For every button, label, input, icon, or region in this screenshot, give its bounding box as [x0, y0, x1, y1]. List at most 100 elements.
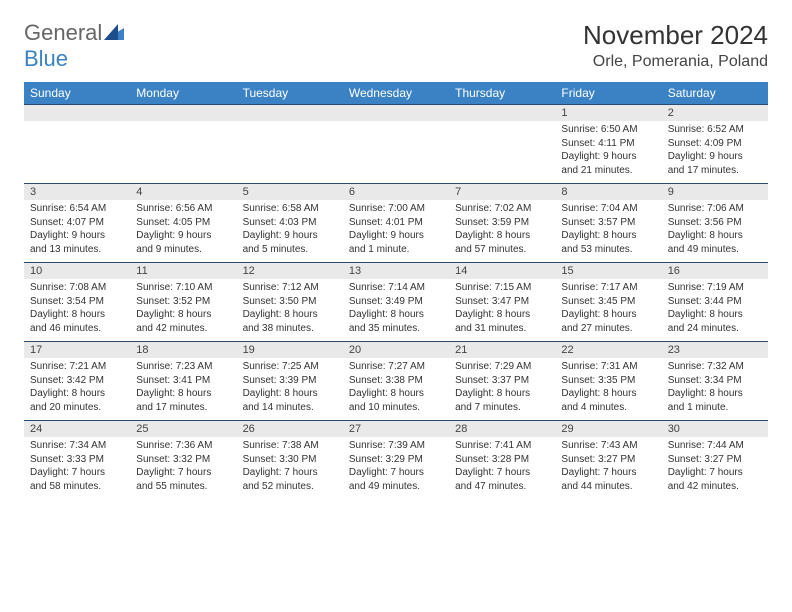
week-0-info: Sunrise: 6:50 AMSunset: 4:11 PMDaylight:… [24, 121, 768, 184]
daynum: 13 [343, 263, 449, 280]
day-cell [449, 121, 555, 184]
sunrise-text: Sunrise: 6:50 AM [561, 123, 655, 137]
sunrise-text: Sunrise: 7:15 AM [455, 281, 549, 295]
daylight-text: Daylight: 7 hours and 42 minutes. [668, 466, 762, 493]
daynum: 7 [449, 184, 555, 201]
day-cell: Sunrise: 7:29 AMSunset: 3:37 PMDaylight:… [449, 358, 555, 421]
day-cell: Sunrise: 7:39 AMSunset: 3:29 PMDaylight:… [343, 437, 449, 499]
daynum [130, 105, 236, 122]
daynum: 21 [449, 342, 555, 359]
day-cell: Sunrise: 7:00 AMSunset: 4:01 PMDaylight:… [343, 200, 449, 263]
day-cell: Sunrise: 6:52 AMSunset: 4:09 PMDaylight:… [662, 121, 768, 184]
month-title: November 2024 [583, 20, 768, 51]
day-cell [343, 121, 449, 184]
day-cell: Sunrise: 6:54 AMSunset: 4:07 PMDaylight:… [24, 200, 130, 263]
daylight-text: Daylight: 9 hours and 13 minutes. [30, 229, 124, 256]
daylight-text: Daylight: 9 hours and 17 minutes. [668, 150, 762, 177]
sunset-text: Sunset: 4:09 PM [668, 137, 762, 151]
daylight-text: Daylight: 8 hours and 10 minutes. [349, 387, 443, 414]
daynum: 19 [237, 342, 343, 359]
daynum: 14 [449, 263, 555, 280]
calendar-body: 12 Sunrise: 6:50 AMSunset: 4:11 PMDayligh… [24, 105, 768, 500]
sunset-text: Sunset: 4:05 PM [136, 216, 230, 230]
day-cell: Sunrise: 7:19 AMSunset: 3:44 PMDaylight:… [662, 279, 768, 342]
sunset-text: Sunset: 4:03 PM [243, 216, 337, 230]
sunset-text: Sunset: 3:28 PM [455, 453, 549, 467]
sunset-text: Sunset: 3:32 PM [136, 453, 230, 467]
sunrise-text: Sunrise: 6:56 AM [136, 202, 230, 216]
daynum: 15 [555, 263, 661, 280]
daynum: 4 [130, 184, 236, 201]
daylight-text: Daylight: 9 hours and 21 minutes. [561, 150, 655, 177]
day-cell: Sunrise: 7:02 AMSunset: 3:59 PMDaylight:… [449, 200, 555, 263]
daynum: 28 [449, 421, 555, 438]
daylight-text: Daylight: 8 hours and 46 minutes. [30, 308, 124, 335]
dayname-wednesday: Wednesday [343, 82, 449, 105]
sunset-text: Sunset: 3:30 PM [243, 453, 337, 467]
daylight-text: Daylight: 7 hours and 47 minutes. [455, 466, 549, 493]
daylight-text: Daylight: 7 hours and 44 minutes. [561, 466, 655, 493]
sunrise-text: Sunrise: 7:04 AM [561, 202, 655, 216]
day-cell: Sunrise: 7:32 AMSunset: 3:34 PMDaylight:… [662, 358, 768, 421]
daynum [449, 105, 555, 122]
daylight-text: Daylight: 7 hours and 49 minutes. [349, 466, 443, 493]
calendar-table: SundayMondayTuesdayWednesdayThursdayFrid… [24, 82, 768, 499]
sunrise-text: Sunrise: 7:29 AM [455, 360, 549, 374]
week-1-daynums: 3456789 [24, 184, 768, 201]
daynum: 12 [237, 263, 343, 280]
daynum [24, 105, 130, 122]
sunset-text: Sunset: 3:34 PM [668, 374, 762, 388]
daylight-text: Daylight: 8 hours and 20 minutes. [30, 387, 124, 414]
daynum: 30 [662, 421, 768, 438]
day-cell: Sunrise: 7:14 AMSunset: 3:49 PMDaylight:… [343, 279, 449, 342]
daylight-text: Daylight: 8 hours and 35 minutes. [349, 308, 443, 335]
daynum: 26 [237, 421, 343, 438]
daynum: 11 [130, 263, 236, 280]
day-cell: Sunrise: 7:25 AMSunset: 3:39 PMDaylight:… [237, 358, 343, 421]
sunset-text: Sunset: 3:45 PM [561, 295, 655, 309]
sunrise-text: Sunrise: 7:00 AM [349, 202, 443, 216]
daylight-text: Daylight: 8 hours and 49 minutes. [668, 229, 762, 256]
daylight-text: Daylight: 7 hours and 52 minutes. [243, 466, 337, 493]
daynum: 8 [555, 184, 661, 201]
sunrise-text: Sunrise: 7:14 AM [349, 281, 443, 295]
sunrise-text: Sunrise: 7:38 AM [243, 439, 337, 453]
sunrise-text: Sunrise: 7:10 AM [136, 281, 230, 295]
day-cell: Sunrise: 7:44 AMSunset: 3:27 PMDaylight:… [662, 437, 768, 499]
sunset-text: Sunset: 3:50 PM [243, 295, 337, 309]
day-cell: Sunrise: 7:15 AMSunset: 3:47 PMDaylight:… [449, 279, 555, 342]
week-1-info: Sunrise: 6:54 AMSunset: 4:07 PMDaylight:… [24, 200, 768, 263]
day-cell: Sunrise: 7:34 AMSunset: 3:33 PMDaylight:… [24, 437, 130, 499]
day-cell: Sunrise: 7:12 AMSunset: 3:50 PMDaylight:… [237, 279, 343, 342]
week-2-info: Sunrise: 7:08 AMSunset: 3:54 PMDaylight:… [24, 279, 768, 342]
location-text: Orle, Pomerania, Poland [583, 53, 768, 71]
week-4-daynums: 24252627282930 [24, 421, 768, 438]
daylight-text: Daylight: 9 hours and 5 minutes. [243, 229, 337, 256]
sunset-text: Sunset: 3:57 PM [561, 216, 655, 230]
sunset-text: Sunset: 3:27 PM [561, 453, 655, 467]
daynum: 24 [24, 421, 130, 438]
daylight-text: Daylight: 8 hours and 7 minutes. [455, 387, 549, 414]
day-cell: Sunrise: 7:41 AMSunset: 3:28 PMDaylight:… [449, 437, 555, 499]
sunset-text: Sunset: 3:42 PM [30, 374, 124, 388]
daylight-text: Daylight: 8 hours and 4 minutes. [561, 387, 655, 414]
sunrise-text: Sunrise: 7:39 AM [349, 439, 443, 453]
sunset-text: Sunset: 3:59 PM [455, 216, 549, 230]
daynum [237, 105, 343, 122]
week-3-daynums: 17181920212223 [24, 342, 768, 359]
daynum: 17 [24, 342, 130, 359]
dayname-friday: Friday [555, 82, 661, 105]
sunrise-text: Sunrise: 6:52 AM [668, 123, 762, 137]
daynum: 22 [555, 342, 661, 359]
dayname-thursday: Thursday [449, 82, 555, 105]
daylight-text: Daylight: 8 hours and 42 minutes. [136, 308, 230, 335]
sunrise-text: Sunrise: 7:41 AM [455, 439, 549, 453]
daynum: 25 [130, 421, 236, 438]
daynum: 23 [662, 342, 768, 359]
day-cell [130, 121, 236, 184]
week-2-daynums: 10111213141516 [24, 263, 768, 280]
day-cell: Sunrise: 7:04 AMSunset: 3:57 PMDaylight:… [555, 200, 661, 263]
day-cell: Sunrise: 6:56 AMSunset: 4:05 PMDaylight:… [130, 200, 236, 263]
sunset-text: Sunset: 3:35 PM [561, 374, 655, 388]
day-cell [237, 121, 343, 184]
